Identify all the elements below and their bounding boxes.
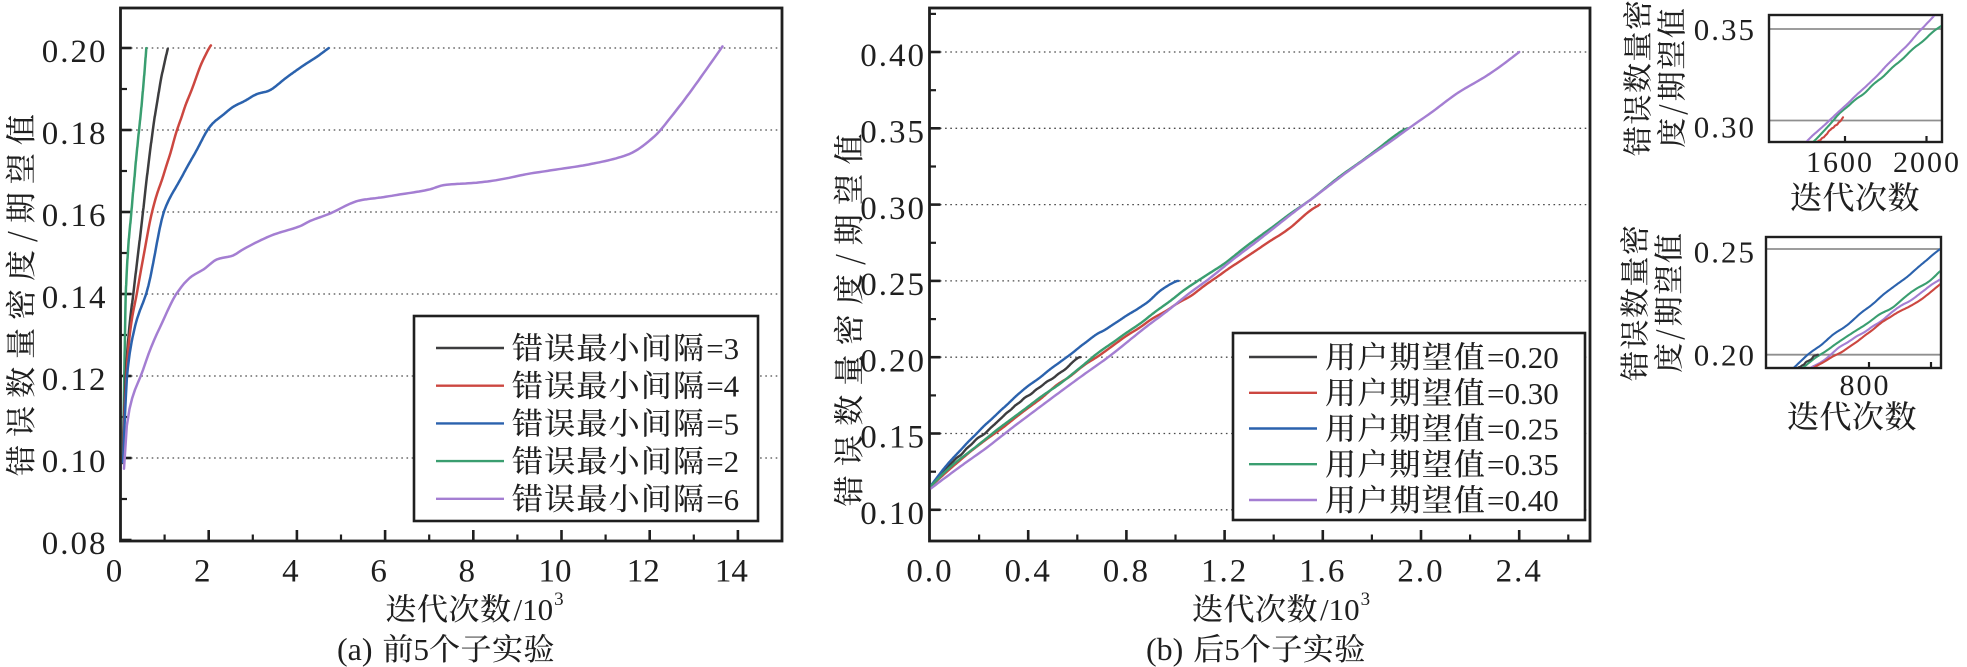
svg-text:6: 6 — [370, 554, 387, 590]
svg-text:0: 0 — [106, 554, 123, 590]
svg-text:2.4: 2.4 — [1496, 554, 1543, 590]
svg-text:0.35: 0.35 — [860, 115, 926, 151]
svg-text:1.6: 1.6 — [1299, 554, 1346, 590]
svg-text:0.10: 0.10 — [860, 496, 926, 532]
svg-text:0.40: 0.40 — [860, 38, 926, 74]
svg-text:2000: 2000 — [1893, 146, 1961, 179]
svg-text:0.30: 0.30 — [860, 191, 926, 227]
svg-text:5: 5 — [414, 632, 430, 667]
svg-text:=2: =2 — [706, 444, 739, 479]
svg-text:=0.35: =0.35 — [1487, 447, 1559, 482]
svg-text:1600: 1600 — [1806, 146, 1874, 179]
svg-text:3: 3 — [554, 589, 564, 610]
svg-text:2.0: 2.0 — [1397, 554, 1444, 590]
svg-text:0.20: 0.20 — [42, 34, 108, 70]
svg-text:=4: =4 — [706, 369, 739, 404]
svg-text:800: 800 — [1840, 369, 1891, 402]
svg-text:0.12: 0.12 — [42, 362, 108, 398]
svg-text:5: 5 — [1224, 632, 1240, 667]
svg-text:0.15: 0.15 — [860, 420, 926, 456]
svg-text:(b): (b) — [1146, 631, 1183, 667]
svg-text:0.20: 0.20 — [860, 343, 926, 379]
svg-text:=3: =3 — [706, 331, 739, 366]
svg-text:=0.40: =0.40 — [1487, 483, 1559, 518]
svg-text:4: 4 — [282, 554, 299, 590]
svg-text:0.10: 0.10 — [42, 444, 108, 480]
svg-text:0.25: 0.25 — [860, 267, 926, 303]
svg-text:=0.20: =0.20 — [1487, 340, 1559, 375]
svg-text:0.8: 0.8 — [1103, 554, 1150, 590]
svg-text:0.14: 0.14 — [42, 280, 108, 316]
svg-text:0.25: 0.25 — [1694, 235, 1756, 270]
svg-text:(a): (a) — [337, 631, 373, 667]
svg-text:=6: =6 — [706, 482, 739, 517]
svg-text:=0.30: =0.30 — [1487, 376, 1559, 411]
svg-text:/10: /10 — [1320, 592, 1360, 627]
svg-text:=5: =5 — [706, 406, 739, 441]
svg-text:0.4: 0.4 — [1005, 554, 1052, 590]
svg-text:10: 10 — [539, 554, 572, 590]
svg-text:8: 8 — [459, 554, 476, 590]
svg-text:14: 14 — [715, 554, 748, 590]
svg-text:0.18: 0.18 — [42, 116, 108, 152]
svg-text:0.08: 0.08 — [42, 526, 108, 562]
svg-text:0.20: 0.20 — [1694, 338, 1756, 373]
svg-text:0.0: 0.0 — [906, 554, 953, 590]
svg-text:0.30: 0.30 — [1694, 110, 1756, 145]
svg-text:=0.25: =0.25 — [1487, 412, 1559, 447]
svg-text:1.2: 1.2 — [1201, 554, 1248, 590]
svg-text:0.16: 0.16 — [42, 198, 108, 234]
svg-text:/10: /10 — [514, 592, 554, 627]
svg-text:2: 2 — [194, 554, 211, 590]
svg-text:3: 3 — [1361, 589, 1371, 610]
svg-text:12: 12 — [627, 554, 660, 590]
svg-text:0.35: 0.35 — [1694, 12, 1756, 47]
